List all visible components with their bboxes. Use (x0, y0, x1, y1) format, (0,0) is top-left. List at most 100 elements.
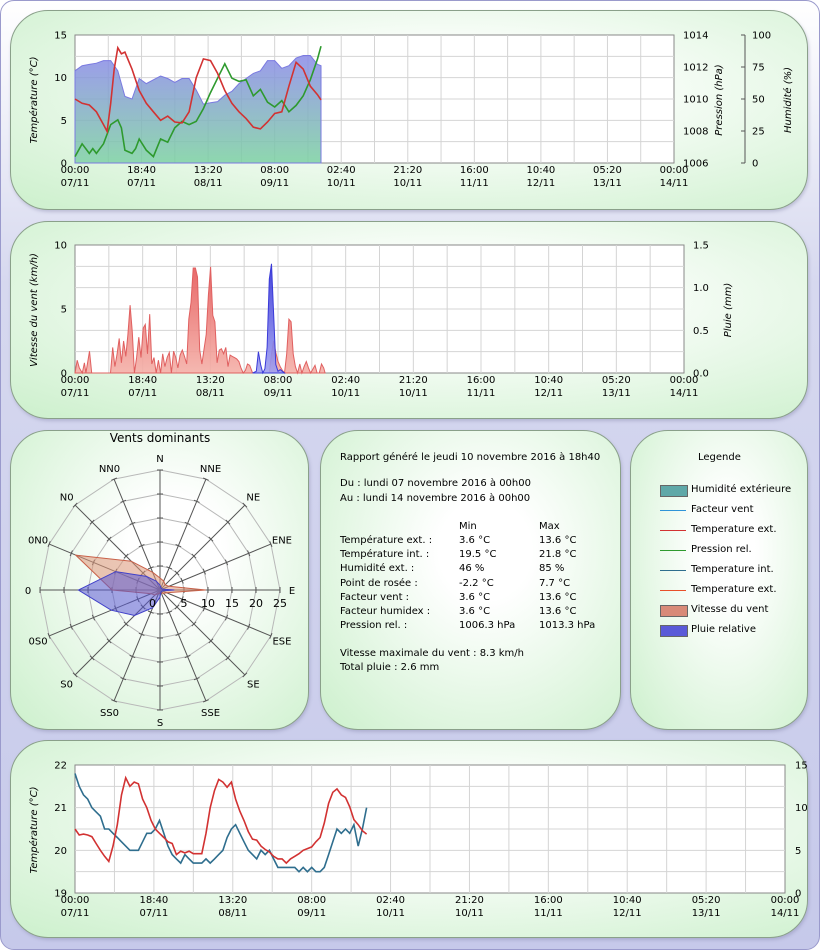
wind-rose-spoke-tick (184, 654, 191, 659)
legend-item-label: Humidité extérieure (691, 484, 792, 495)
wind-chart-x-tick-time: 13:20 (196, 375, 225, 386)
wind-rose-spoke-tick (269, 632, 273, 639)
indoor-chart-x-tick-time: 00:00 (771, 895, 800, 906)
legend-item-label: Pression rel. (691, 544, 752, 555)
legend-swatch-box (660, 605, 688, 617)
wind-rose-spoke (159, 589, 246, 676)
temp-chart-x-tick-date: 13/11 (593, 178, 622, 189)
wind-rose-spoke-tick (242, 502, 248, 508)
wind-rose-spoke-tick (224, 614, 229, 621)
wind-rose-spoke-tick (111, 699, 118, 703)
wind-rose-spoke-tick (174, 570, 180, 576)
legend-swatch-box (660, 485, 688, 497)
wind-rose-direction-label: 0 (25, 586, 31, 597)
wind-rose-spoke-tick (147, 610, 154, 614)
wind-chart-x-tick-date: 10/11 (331, 388, 360, 399)
indoor-chart-x-tick-time: 21:20 (455, 895, 484, 906)
wind-rose-spoke-tick (129, 521, 136, 526)
temp-chart-x-tick-time: 21:20 (393, 165, 422, 176)
humidity-y-tick: 75 (752, 63, 765, 74)
wind-rose-spoke-tick (89, 655, 95, 661)
wind-rose-spoke-tick (123, 621, 129, 627)
temp-chart-x-tick-date: 11/11 (460, 178, 489, 189)
wind-rose-title: Vents dominants (110, 431, 211, 445)
indoor-chart-x-tick-time: 10:40 (613, 895, 642, 906)
indoor-y-label: Température (°C) (28, 787, 40, 874)
rain-y-tick: 1.5 (693, 241, 709, 252)
legend-swatch-line (660, 590, 686, 591)
rain-y-tick: 0.0 (693, 369, 709, 380)
wind-rose-direction-label: SE (247, 679, 260, 690)
temp-chart-x-tick-date: 08/11 (194, 178, 223, 189)
legend-swatch-box (660, 625, 688, 637)
wind-chart-x-tick-time: 05:20 (602, 375, 631, 386)
pressure-y-tick: 1014 (683, 31, 708, 42)
wind-rose-spoke (159, 504, 246, 591)
temp-chart-x-tick-date: 10/11 (393, 178, 422, 189)
wind-rose-spoke-tick (247, 623, 251, 630)
wind-rose-spoke-tick (147, 566, 154, 570)
legend-swatch-line (660, 530, 686, 531)
wind-rose-spoke (113, 589, 161, 702)
wind-rose-spoke (159, 543, 272, 591)
temp-chart-x-tick-time: 00:00 (660, 165, 689, 176)
wind-rose-spoke-tick (202, 699, 209, 703)
wind-rose-direction-label: N0 (60, 493, 74, 504)
pressure-line (74, 45, 322, 158)
temp-chart-x-tick-time: 05:20 (593, 165, 622, 176)
wind-chart-x-tick-date: 10/11 (399, 388, 428, 399)
wind-chart-x-tick-date: 07/11 (61, 388, 90, 399)
legend-swatch-line (660, 570, 686, 571)
temperature-chart: 0 5 10 15 1006 1008 1010 1012 1014 0 25 50 75 100 Temp… (28, 31, 794, 190)
indoor-y-tick: 19 (54, 889, 67, 900)
report-row-max: 13.6 °C (539, 606, 577, 617)
wind-rose-spoke-tick (208, 638, 214, 644)
report-row-label: Facteur vent : (340, 591, 410, 603)
temp-y-tick: 15 (54, 31, 67, 42)
wind-rose-spoke-tick (106, 638, 112, 644)
temp-chart-x-tick-time: 00:00 (61, 165, 90, 176)
indoor-y2-tick: 5 (795, 846, 801, 857)
report-row-min: 3.6 °C (459, 591, 491, 603)
legend-swatch-line (660, 550, 686, 551)
wind-rose-direction-label: N (156, 454, 163, 465)
report-row-label: Température ext. : (340, 535, 433, 546)
wind-y-tick: 5 (61, 305, 67, 316)
wind-rose-radius-tick: 20 (249, 597, 263, 610)
indoor-chart-x-tick-date: 10/11 (455, 908, 484, 919)
wind-rose-spoke-tick (166, 610, 173, 614)
report-row-max: 13.6 °C (539, 591, 577, 603)
wind-rose-spoke-tick (208, 536, 214, 542)
wind-rose-spoke-tick (202, 605, 206, 612)
temp-chart-x-tick-date: 07/11 (61, 178, 90, 189)
temperature-int-line (74, 773, 368, 873)
wind-rose-radius-tick: 10 (201, 597, 215, 610)
wind-y-tick: 0 (61, 369, 67, 380)
wind-rose-spoke-tick (193, 677, 200, 681)
indoor-chart-x-tick-time: 18:40 (139, 895, 168, 906)
legend-item-label: Temperature int. (691, 564, 774, 575)
wind-rose-spoke-tick (247, 550, 251, 557)
indoor-temperature-chart: 19 20 21 22 0 5 10 15 Température (°C) 00:00 07/11… (28, 761, 808, 920)
wind-speed-area (74, 266, 326, 375)
wind-rose-spoke-tick (224, 559, 229, 566)
report-row-max: 7.7 °C (539, 577, 571, 589)
temp-y-tick: 5 (61, 116, 67, 127)
indoor-chart-x-tick-date: 07/11 (139, 908, 168, 919)
indoor-chart-x-tick-date: 11/11 (534, 908, 563, 919)
wind-rose-spoke-tick (174, 604, 180, 610)
wind-chart-x-tick-time: 10:40 (534, 375, 563, 386)
wind-chart-x-tick-time: 02:40 (331, 375, 360, 386)
indoor-chart-x-tick-time: 16:00 (534, 895, 563, 906)
wind-chart-x-tick-time: 16:00 (467, 375, 496, 386)
wind-rose-spoke-tick (191, 621, 197, 627)
temp-chart-x-tick-date: 14/11 (660, 178, 689, 189)
wind-rose-spoke-tick (175, 544, 182, 548)
report-row-label: Humidité ext. : (340, 563, 415, 575)
temp-chart-x-tick-date: 09/11 (260, 178, 289, 189)
wind-rose-spoke (159, 589, 207, 702)
wind-chart-x-tick-time: 00:00 (670, 375, 699, 386)
indoor-y2-tick: 10 (795, 803, 808, 814)
wind-rose-spoke-tick (72, 672, 78, 678)
humidity-y-tick: 50 (752, 95, 765, 106)
